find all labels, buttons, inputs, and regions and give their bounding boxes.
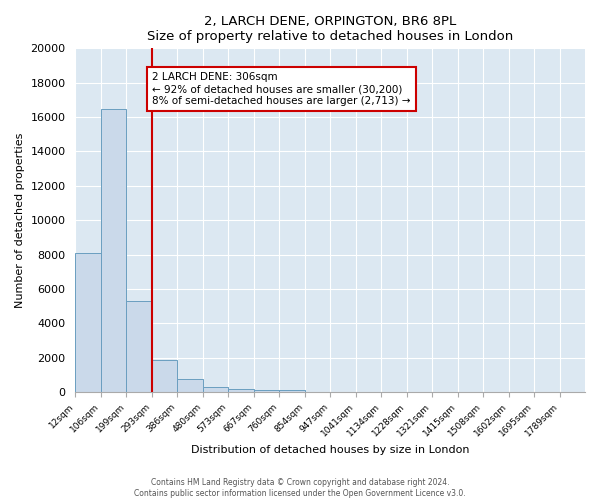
X-axis label: Distribution of detached houses by size in London: Distribution of detached houses by size … xyxy=(191,445,469,455)
Bar xyxy=(178,380,203,392)
Title: 2, LARCH DENE, ORPINGTON, BR6 8PL
Size of property relative to detached houses i: 2, LARCH DENE, ORPINGTON, BR6 8PL Size o… xyxy=(147,15,514,43)
Bar xyxy=(127,301,152,392)
Bar xyxy=(101,108,127,392)
Text: 2 LARCH DENE: 306sqm
← 92% of detached houses are smaller (30,200)
8% of semi-de: 2 LARCH DENE: 306sqm ← 92% of detached h… xyxy=(152,72,410,106)
Bar xyxy=(279,390,305,392)
Bar xyxy=(254,390,279,392)
Text: Contains HM Land Registry data © Crown copyright and database right 2024.
Contai: Contains HM Land Registry data © Crown c… xyxy=(134,478,466,498)
Bar xyxy=(228,389,254,392)
Bar xyxy=(152,360,178,392)
Bar xyxy=(76,253,101,392)
Bar xyxy=(203,388,228,392)
Y-axis label: Number of detached properties: Number of detached properties xyxy=(15,132,25,308)
